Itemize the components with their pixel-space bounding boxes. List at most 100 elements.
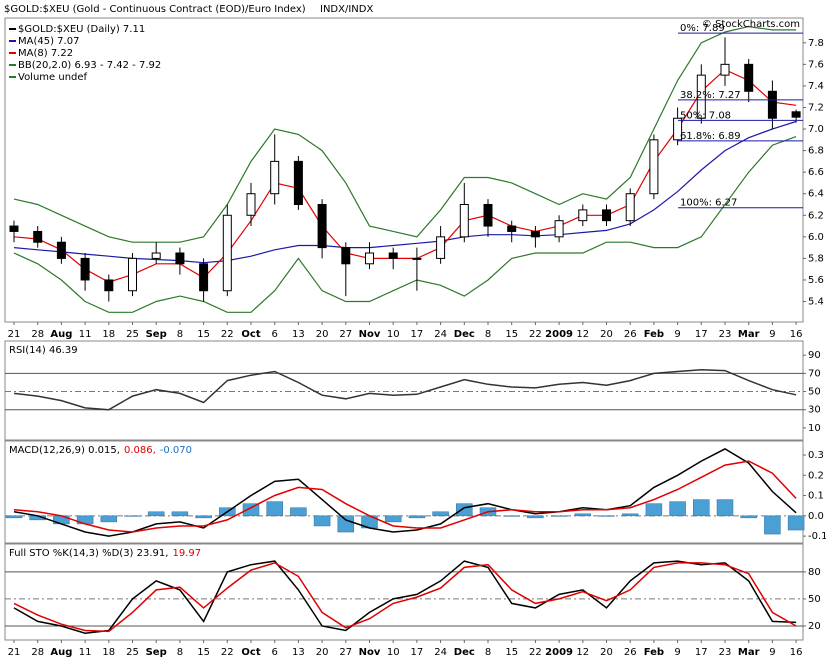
histogram-bar <box>290 507 307 517</box>
candle-body <box>246 193 256 216</box>
x-tick-label: 10 <box>387 329 400 340</box>
fib-label: 50%: 7.08 <box>680 110 731 121</box>
x-tick-label: 25 <box>126 329 139 340</box>
candle-body <box>80 257 90 281</box>
y-tick-label: 20 <box>808 621 821 632</box>
candle-body <box>625 193 635 222</box>
x-tick-label: Feb <box>644 329 664 340</box>
histogram-bar <box>574 513 592 517</box>
x-tick-label: Sep <box>146 329 167 340</box>
x-tick-label: 13 <box>292 329 305 340</box>
symbol-title: $GOLD:$XEU (Gold - Continuous Contract (… <box>4 4 306 15</box>
x-tick-label: Dec <box>454 329 475 340</box>
candle-body <box>151 252 161 259</box>
candle-body <box>9 225 19 232</box>
histogram-bar <box>408 515 426 519</box>
y-tick-label: 90 <box>808 350 821 361</box>
x-tick-label: 8 <box>177 647 183 658</box>
candle-body <box>507 225 517 232</box>
histogram-bar <box>147 511 165 517</box>
histogram-bar <box>669 501 686 517</box>
histogram-bar <box>527 515 544 519</box>
x-tick-label: Sep <box>146 647 167 658</box>
x-tick-label: 20 <box>600 329 613 340</box>
histogram-bar <box>456 503 473 517</box>
histogram-bar <box>266 501 283 517</box>
candle-body <box>578 209 588 222</box>
indicator-line <box>13 562 797 633</box>
x-tick-label: 22 <box>529 329 542 340</box>
candle-body <box>649 139 659 195</box>
candle-body <box>222 214 232 292</box>
x-tick-label: 15 <box>505 329 518 340</box>
candle-body <box>388 252 398 259</box>
y-tick-label: 50 <box>808 594 821 605</box>
x-tick-label: 17 <box>695 329 708 340</box>
x-tick-label: 22 <box>529 647 542 658</box>
x-tick-label: 26 <box>624 329 637 340</box>
histogram-bar <box>740 515 757 519</box>
x-tick-label: 27 <box>339 647 352 658</box>
candle-body <box>412 257 422 260</box>
x-tick-label: 16 <box>790 329 803 340</box>
indicator-line <box>13 560 797 634</box>
panel-title: MACD(12,26,9) 0.015, 0.086, -0.070 <box>9 445 192 456</box>
y-tick-label: 6.2 <box>808 210 824 221</box>
panel-frame <box>4 440 804 544</box>
title-part: MACD(12,26,9) 0.015, <box>9 445 120 456</box>
legend-entry: MA(8) 7.22 <box>18 48 73 59</box>
x-tick-label: Dec <box>454 647 475 658</box>
x-tick-label: 15 <box>197 329 210 340</box>
x-tick-label: 16 <box>790 647 803 658</box>
panel-frame <box>4 17 804 323</box>
x-tick-label: 25 <box>126 647 139 658</box>
y-tick-label: 5.8 <box>808 253 824 264</box>
histogram-bar <box>242 503 260 517</box>
x-tick-label: 17 <box>695 647 708 658</box>
x-tick-label: 9 <box>769 329 775 340</box>
candle-body <box>696 74 706 119</box>
y-tick-label: 6.4 <box>808 189 824 200</box>
x-tick-label: Nov <box>359 647 381 658</box>
x-tick-label: 26 <box>624 647 637 658</box>
x-tick-label: 8 <box>485 329 491 340</box>
x-tick-label: 28 <box>31 647 44 658</box>
candle-body <box>554 220 564 238</box>
y-tick-label: 0.3 <box>808 450 824 461</box>
x-tick-label: 27 <box>339 329 352 340</box>
x-tick-label: 12 <box>576 329 589 340</box>
candle-body <box>365 252 374 265</box>
moving-average <box>13 120 797 264</box>
legend-entry: MA(45) 7.07 <box>18 36 79 47</box>
panel-frame <box>4 543 804 641</box>
y-tick-label: -0.1 <box>808 531 826 542</box>
x-tick-label: 21 <box>8 647 21 658</box>
y-tick-label: 7.0 <box>808 124 824 135</box>
y-tick-label: 50 <box>808 387 821 398</box>
x-tick-label: 28 <box>31 329 44 340</box>
y-tick-label: 7.8 <box>808 38 824 49</box>
moving-average <box>13 68 797 283</box>
y-tick-label: 80 <box>808 567 821 578</box>
candle-body <box>56 241 66 259</box>
y-tick-label: 10 <box>808 423 821 434</box>
candle-body <box>791 111 801 118</box>
x-tick-label: 13 <box>292 647 305 658</box>
x-tick-label: 15 <box>197 647 210 658</box>
x-tick-label: 20 <box>316 329 329 340</box>
y-tick-label: 6.0 <box>808 232 824 243</box>
x-tick-label: 17 <box>411 329 424 340</box>
legend-entry: BB(20,2.0) 6.93 - 7.42 - 7.92 <box>18 60 161 71</box>
x-tick-label: Feb <box>644 647 664 658</box>
x-tick-label: 11 <box>79 647 92 658</box>
bollinger-upper <box>13 25 797 243</box>
y-tick-label: 5.6 <box>808 275 824 286</box>
x-tick-label: 9 <box>674 647 680 658</box>
candle-body <box>175 252 185 265</box>
x-tick-label: 22 <box>221 329 234 340</box>
histogram-bar <box>384 515 402 523</box>
candle-body <box>744 63 754 92</box>
legend-entry: Volume undef <box>18 72 88 83</box>
x-tick-label: 6 <box>272 647 278 658</box>
fib-label: 100%: 6.27 <box>680 198 737 209</box>
